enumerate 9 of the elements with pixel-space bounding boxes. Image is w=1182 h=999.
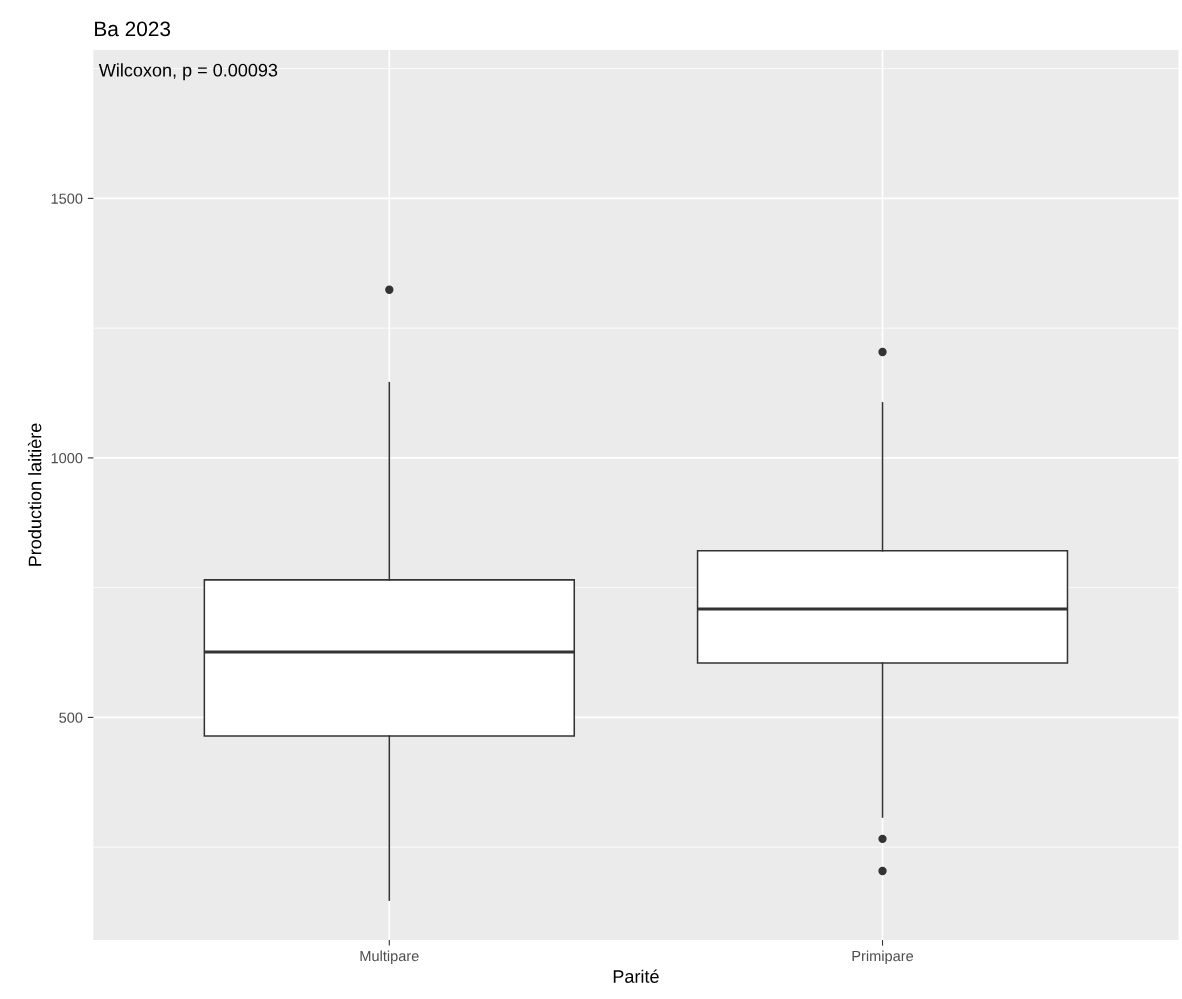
x-tick-label: Multipare [360, 950, 419, 965]
y-tick-label: 500 [59, 712, 83, 723]
x-axis-title: Parité [613, 969, 659, 983]
y-axis-title: Production laitière [27, 423, 42, 566]
y-tick-label: 1000 [51, 453, 83, 464]
x-tick-label: Primipare [852, 950, 914, 965]
y-tick-label: 1500 [51, 193, 83, 204]
chart-title: Ba 2023 [95, 21, 171, 37]
annotation: Wilcoxon, p = 0.00093 [98, 63, 278, 81]
